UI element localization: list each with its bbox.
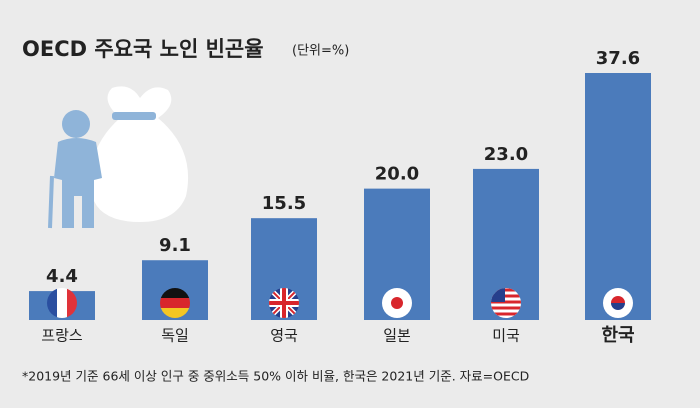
value-label: 37.6 xyxy=(596,48,640,69)
value-label: 9.1 xyxy=(159,235,191,256)
x-tick-label: 미국 xyxy=(492,327,520,345)
x-tick-label: 일본 xyxy=(383,327,411,345)
bar xyxy=(585,73,651,320)
value-label: 15.5 xyxy=(262,193,306,214)
value-label: 20.0 xyxy=(375,164,419,185)
x-tick-label: 한국 xyxy=(601,325,634,346)
value-label: 23.0 xyxy=(484,144,528,165)
x-tick-label: 프랑스 xyxy=(41,327,83,345)
x-tick-label: 영국 xyxy=(270,327,298,345)
footnote: *2019년 기준 66세 이상 인구 중 중위소득 50% 이하 비율, 한국… xyxy=(22,369,529,384)
chart-title: OECD 주요국 노인 빈곤율 xyxy=(22,37,264,61)
value-label: 4.4 xyxy=(46,266,78,287)
flags xyxy=(47,288,633,318)
chart-subtitle: (단위=%) xyxy=(292,44,349,59)
x-tick-label: 독일 xyxy=(161,327,189,345)
illustration xyxy=(48,86,189,229)
